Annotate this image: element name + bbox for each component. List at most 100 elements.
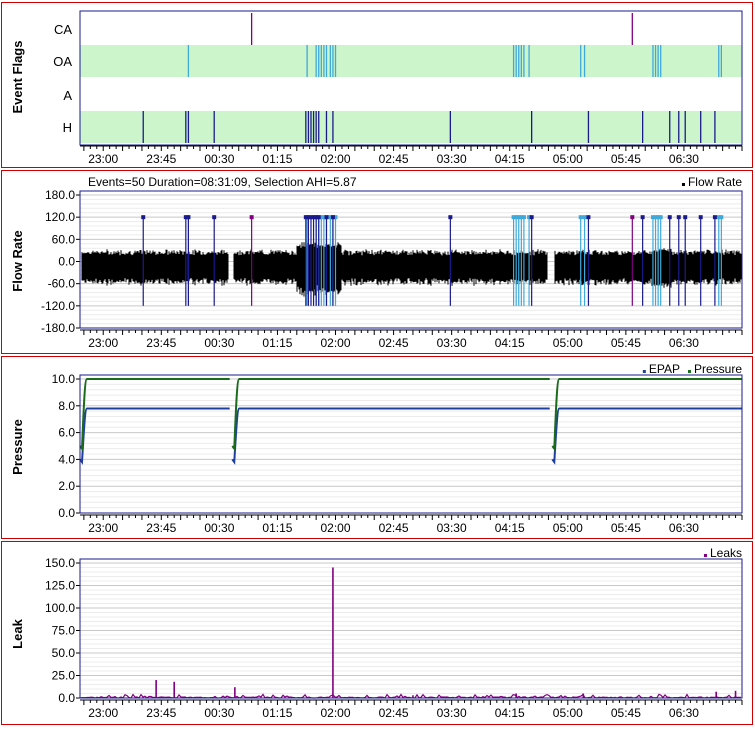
y-tick-label: -180.0 [41,321,75,335]
flow-event-cap [186,215,191,220]
time-tick-label: 06:30 [669,336,699,350]
pressure-plot-frame [79,374,743,514]
y-tick-label: 75.0 [52,624,76,638]
event-row-band [80,45,742,77]
time-tick-label: 23:00 [88,706,118,720]
legend-swatch [681,183,685,186]
pressure-series [551,378,742,452]
time-tick-label: 05:00 [553,152,583,166]
time-tick-label: 05:45 [611,152,641,166]
time-tick-label: 02:45 [379,706,409,720]
pressure-series [79,378,230,452]
flow-event-cap [511,215,516,220]
flow-event-cap [676,215,681,220]
leak-baseline-series [79,693,741,699]
time-tick-label: 00:30 [204,706,234,720]
flow-event-cap [630,215,635,220]
time-tick-label: 02:00 [320,706,350,720]
time-tick-label: 04:15 [495,521,525,535]
epap-series [551,407,742,465]
flow-event-cap [527,215,532,220]
time-tick-label: 06:30 [669,706,699,720]
pressure-series [231,378,550,452]
y-axis-title: Event Flags [10,41,25,114]
flow-event-cap [314,215,319,220]
time-tick-label: 00:30 [204,152,234,166]
y-tick-label: -60.0 [48,277,76,291]
time-tick-label: 05:45 [611,706,641,720]
flow-event-cap [656,215,661,220]
time-tick-label: 05:00 [553,521,583,535]
flow-event-cap [516,215,521,220]
time-tick-label: 04:15 [495,336,525,350]
flow-event-cap [582,215,587,220]
flow-rate-panel: 180.0 120.0 60.0 0.0 -60.0 -120.0 -180.0 Events… [1,170,753,354]
flow-event-cap [308,215,313,220]
time-tick-label: 03:30 [437,521,467,535]
time-tick-label: 00:30 [204,521,234,535]
flow-event-cap [330,215,335,220]
time-tick-label: 02:00 [320,152,350,166]
flow-event-cap [698,215,703,220]
y-tick-label: 0.0 [58,506,75,520]
y-tick-label: 50.0 [52,646,76,660]
y-tick-label: 8.0 [58,399,75,413]
flow-event-cap [319,215,324,220]
time-tick-label: 03:30 [437,336,467,350]
flow-event-cap [578,215,583,220]
event-row-label: H [63,120,72,135]
y-axis-title: Leak [10,618,25,648]
event-flags-panel: CA OA A H Event Flags 23:00 23:45 00:30 01:15 02:… [1,2,753,168]
event-row-label: A [63,88,72,103]
flow-event-cap [683,215,688,220]
event-plot-frame [79,10,743,146]
flow-event-cap [712,215,717,220]
flow-event-cap [716,215,721,220]
legend-swatch [687,370,691,373]
pressure-panel: 10.0 8.0 6.0 4.0 2.0 0.0 Pressure EPAP Pressure 2… [1,356,753,539]
flow-event-cap [653,215,658,220]
time-tick-label: 04:15 [495,706,525,720]
event-row-label: OA [53,54,72,69]
y-axis-title: Flow Rate [10,230,25,291]
flow-event-cap [321,215,326,220]
time-tick-label: 01:15 [262,336,292,350]
y-tick-label: 25.0 [52,669,76,683]
flow-rate-chart: 180.0 120.0 60.0 0.0 -60.0 -120.0 -180.0 Events… [10,175,743,350]
flow-event-cap [311,215,316,220]
time-tick-label: 23:00 [88,336,118,350]
flow-event-cap [667,215,672,220]
event-row-label: CA [54,22,72,37]
time-tick-label: 03:30 [437,706,467,720]
time-tick-label: 00:30 [204,336,234,350]
leak-chart: 150.0 125.0 100.0 75.0 50.0 25.0 0.0 Leaks Leak 2… [10,546,743,720]
time-tick-label: 02:00 [320,521,350,535]
event-flags-chart: CA OA A H Event Flags 23:00 23:45 00:30 01:15 02:… [10,10,743,166]
epap-series [79,407,230,465]
flow-event-cap [448,215,453,220]
event-row-band [80,111,742,143]
time-tick-label: 03:30 [437,152,467,166]
flow-event-cap [333,215,338,220]
time-tick-label: 02:45 [379,521,409,535]
flow-event-cap [586,215,591,220]
y-tick-label: 0.0 [58,691,75,705]
legend-entry: Flow Rate [688,175,742,189]
flow-event-cap [529,215,534,220]
y-tick-label: -120.0 [41,299,75,313]
flow-event-cap [324,215,329,220]
flow-event-cap [658,215,663,220]
time-tick-label: 23:00 [88,521,118,535]
time-tick-label: 23:45 [146,152,176,166]
time-tick-label: 06:30 [669,521,699,535]
flow-plot-frame [79,190,743,329]
legend-swatch [703,554,707,557]
legend-swatch [642,370,646,373]
flow-event-cap [249,215,254,220]
leak-panel: 150.0 125.0 100.0 75.0 50.0 25.0 0.0 Leaks Leak 2… [1,541,753,725]
y-tick-label: 4.0 [58,452,75,466]
flow-event-cap [306,215,311,220]
time-tick-label: 01:15 [262,706,292,720]
time-tick-label: 02:45 [379,152,409,166]
